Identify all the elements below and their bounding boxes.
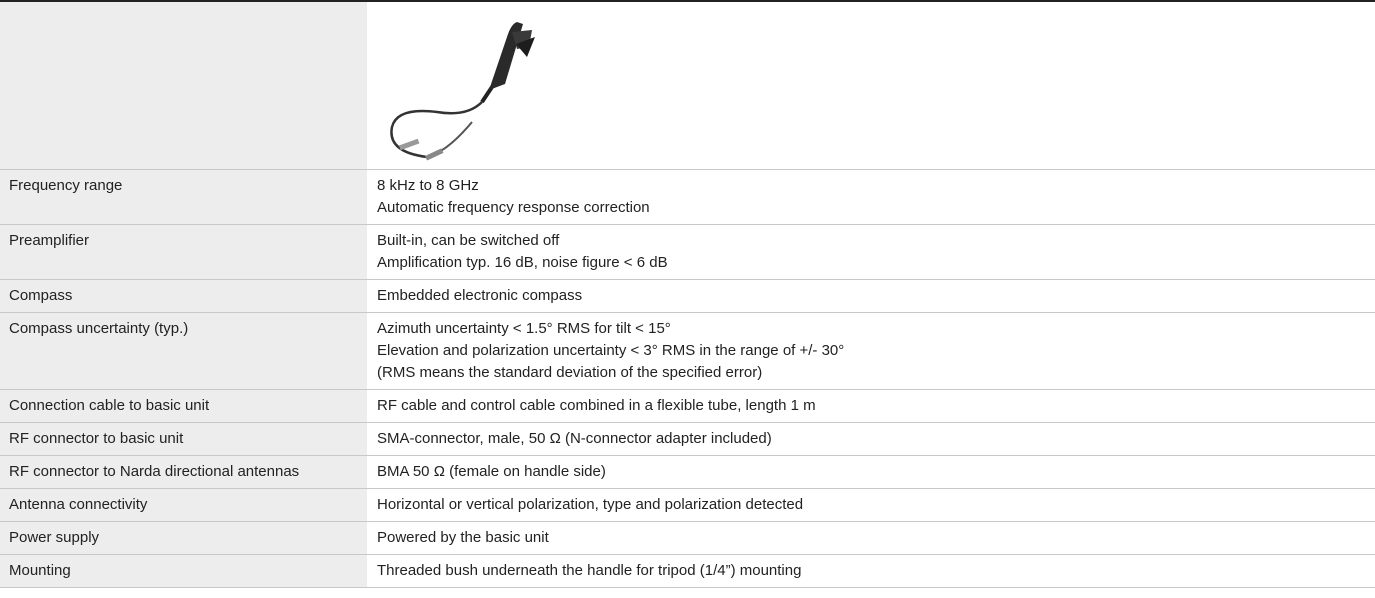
spec-value: Horizontal or vertical polarization, typ… bbox=[367, 488, 1375, 522]
spec-row: RF connector to basic unit SMA-connector,… bbox=[0, 422, 1375, 456]
spec-label: Mounting bbox=[0, 554, 367, 588]
spec-row: Connection cable to basic unit RF cable a… bbox=[0, 389, 1375, 423]
value-line: Automatic frequency response correction bbox=[377, 199, 650, 216]
spec-label: Compass uncertainty (typ.) bbox=[0, 312, 367, 390]
value-line: Threaded bush underneath the handle for … bbox=[377, 562, 802, 579]
value-line: Amplification typ. 16 dB, noise figure <… bbox=[377, 254, 668, 271]
spec-value: Azimuth uncertainty < 1.5° RMS for tilt … bbox=[367, 312, 1375, 390]
spec-value: Built-in, can be switched off Amplificati… bbox=[367, 224, 1375, 280]
spec-row: Antenna connectivity Horizontal or vertic… bbox=[0, 488, 1375, 522]
spec-row: Compass uncertainty (typ.) Azimuth uncert… bbox=[0, 312, 1375, 390]
value-line: 8 kHz to 8 GHz bbox=[377, 177, 479, 194]
spec-label: Preamplifier bbox=[0, 224, 367, 280]
image-row bbox=[0, 1, 1375, 170]
value-line: (RMS means the standard deviation of the… bbox=[377, 364, 763, 381]
spec-label: Compass bbox=[0, 279, 367, 313]
image-cell bbox=[367, 1, 1375, 170]
value-line: SMA-connector, male, 50 Ω (N-connector a… bbox=[377, 430, 772, 447]
value-line: Elevation and polarization uncertainty <… bbox=[377, 342, 845, 359]
spec-value: BMA 50 Ω (female on handle side) bbox=[367, 455, 1375, 489]
spec-value: 8 kHz to 8 GHz Automatic frequency respon… bbox=[367, 169, 1375, 225]
spec-label: Power supply bbox=[0, 521, 367, 555]
spec-label: RF connector to Narda directional antenn… bbox=[0, 455, 367, 489]
value-line: RF cable and control cable combined in a… bbox=[377, 397, 816, 414]
spec-value: Threaded bush underneath the handle for … bbox=[367, 554, 1375, 588]
spec-value: Embedded electronic compass bbox=[367, 279, 1375, 313]
spec-row: Preamplifier Built-in, can be switched of… bbox=[0, 224, 1375, 280]
value-line: Built-in, can be switched off bbox=[377, 232, 560, 249]
product-image bbox=[390, 22, 535, 161]
value-line: Azimuth uncertainty < 1.5° RMS for tilt … bbox=[377, 320, 671, 337]
spec-row: Power supply Powered by the basic unit bbox=[0, 521, 1375, 555]
spec-row: Mounting Threaded bush underneath the han… bbox=[0, 554, 1375, 588]
empty-cell bbox=[0, 1, 367, 170]
value-line: BMA 50 Ω (female on handle side) bbox=[377, 463, 606, 480]
value-line: Powered by the basic unit bbox=[377, 529, 549, 546]
spec-label: Connection cable to basic unit bbox=[0, 389, 367, 423]
spec-label: Antenna connectivity bbox=[0, 488, 367, 522]
spec-value: SMA-connector, male, 50 Ω (N-connector a… bbox=[367, 422, 1375, 456]
spec-value: Powered by the basic unit bbox=[367, 521, 1375, 555]
spec-label: Frequency range bbox=[0, 169, 367, 225]
value-line: Horizontal or vertical polarization, typ… bbox=[377, 496, 804, 513]
spec-row: Frequency range 8 kHz to 8 GHz Automatic f… bbox=[0, 169, 1375, 225]
spec-row: RF connector to Narda directional antenn… bbox=[0, 455, 1375, 489]
value-line: Embedded electronic compass bbox=[377, 287, 583, 304]
spec-row: Compass Embedded electronic compass bbox=[0, 279, 1375, 313]
spec-value: RF cable and control cable combined in a… bbox=[367, 389, 1375, 423]
spec-label: RF connector to basic unit bbox=[0, 422, 367, 456]
